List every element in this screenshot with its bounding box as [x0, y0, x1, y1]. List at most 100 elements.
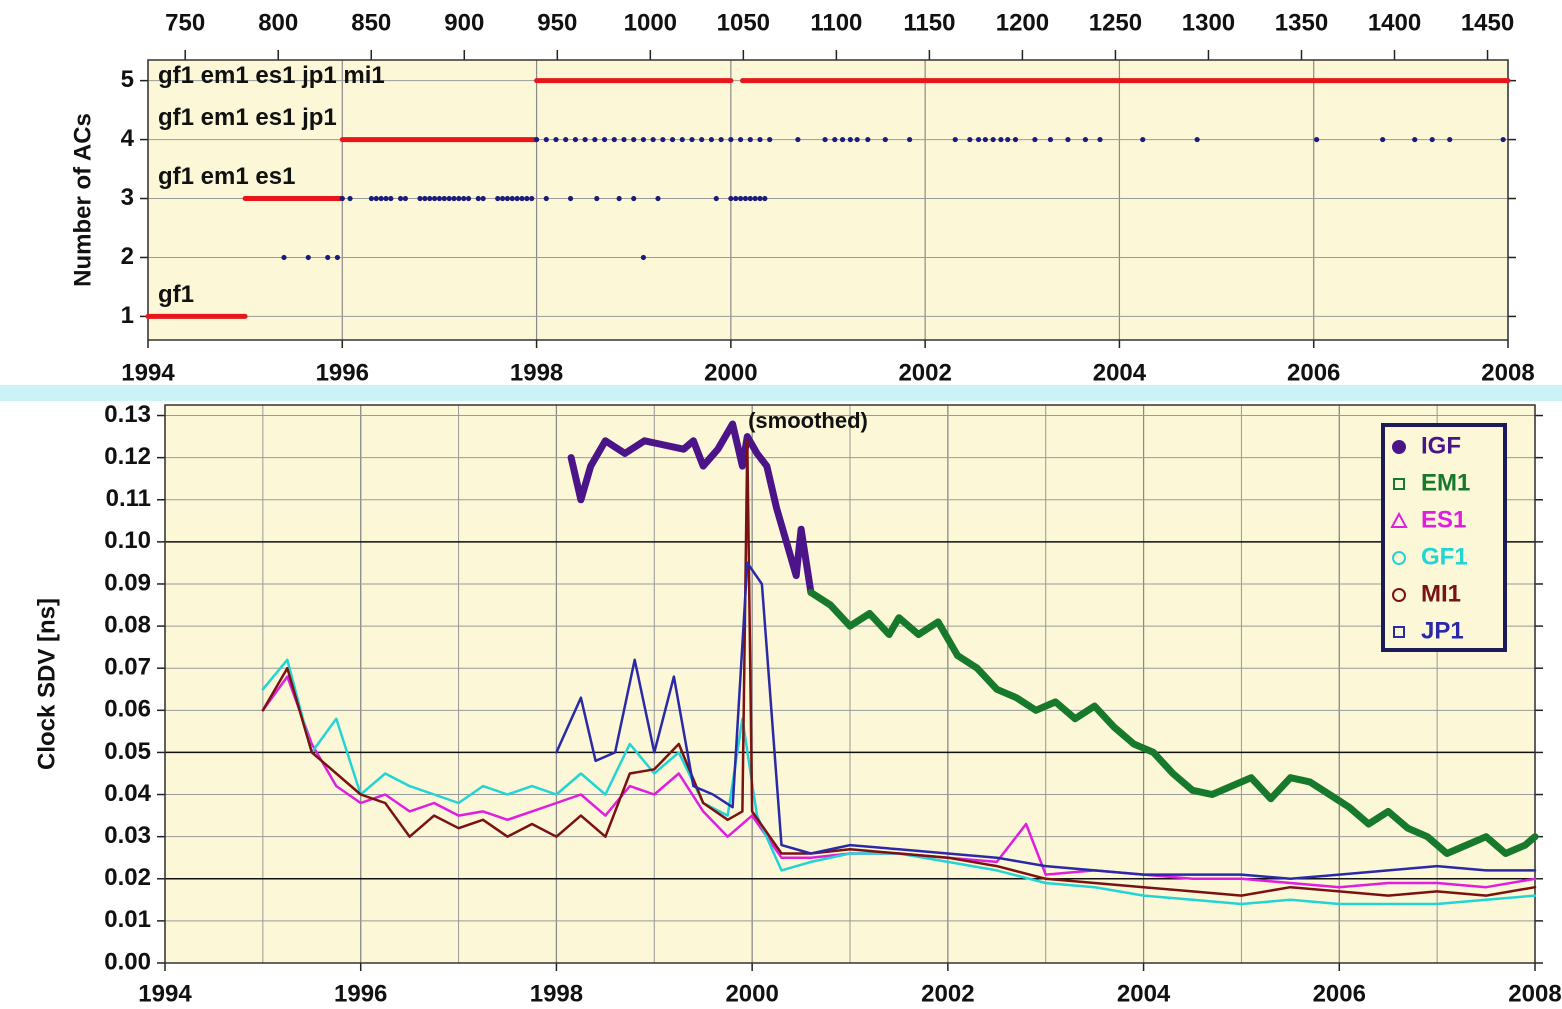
dot — [708, 136, 715, 143]
dot — [631, 195, 637, 202]
legend-label: GF1 — [1421, 543, 1468, 570]
dot — [402, 195, 409, 202]
dot — [737, 136, 744, 143]
dot — [699, 136, 705, 143]
x-tick-label: 2008 — [1481, 359, 1534, 386]
x-tick-label: 1996 — [334, 980, 387, 1007]
dot — [616, 195, 622, 202]
dot — [1314, 136, 1320, 143]
dot — [397, 195, 404, 202]
dot — [378, 195, 384, 202]
dot — [427, 195, 433, 202]
y-tick-label: 0.06 — [104, 696, 151, 723]
legend-label: ES1 — [1421, 506, 1466, 533]
dot — [990, 136, 996, 143]
dot — [373, 195, 379, 202]
dot — [325, 254, 331, 261]
x-tick-label: 1998 — [530, 980, 583, 1007]
dot — [1194, 136, 1200, 143]
dot — [519, 195, 525, 202]
x2-tick-label: 950 — [537, 9, 577, 36]
dot — [767, 136, 773, 143]
dot — [611, 136, 617, 143]
x-tick-label: 1998 — [510, 359, 563, 386]
legend-label: IGF — [1421, 432, 1461, 459]
dot — [952, 136, 958, 143]
x-tick-label: 2006 — [1313, 980, 1366, 1007]
y-axis-label: Number of ACs — [69, 113, 96, 287]
x-tick-label: 1994 — [121, 359, 175, 386]
x-tick-label: 2000 — [725, 980, 778, 1007]
dot — [563, 136, 569, 143]
legend-label: JP1 — [1421, 617, 1464, 644]
dot — [655, 195, 661, 202]
legend-box — [1381, 423, 1507, 652]
dot — [733, 195, 739, 202]
dot — [305, 254, 311, 261]
dot — [762, 195, 768, 202]
x-tick-label: 2002 — [898, 359, 951, 386]
dot — [847, 136, 853, 143]
dot — [865, 136, 871, 143]
dot — [461, 195, 467, 202]
dot — [713, 195, 719, 202]
legend-marker — [1393, 478, 1405, 490]
dot — [669, 136, 676, 143]
y-tick-label: 0.11 — [106, 485, 151, 512]
x-tick-label: 1994 — [138, 980, 192, 1007]
dot — [822, 136, 828, 143]
dot — [582, 136, 588, 143]
dot — [334, 254, 341, 261]
y-tick-label: 0.07 — [104, 654, 151, 681]
dot — [281, 254, 287, 261]
dot — [431, 195, 438, 202]
legend-label: EM1 — [1421, 469, 1470, 496]
dot — [499, 195, 506, 202]
dot — [383, 195, 389, 202]
y-tick-label: 0.00 — [104, 948, 151, 975]
x2-tick-label: 1050 — [717, 9, 770, 36]
x2-tick-label: 1200 — [996, 9, 1049, 36]
y-tick-label: 0.01 — [104, 906, 151, 933]
series-line — [567, 420, 815, 596]
dot — [998, 136, 1004, 143]
plot-frame — [147, 59, 1509, 341]
dot — [1140, 136, 1146, 143]
dot — [757, 195, 763, 202]
y-tick-label: 0.09 — [104, 569, 151, 596]
dot — [621, 136, 627, 143]
y-tick-label: 1 — [121, 302, 134, 329]
dot — [572, 136, 579, 143]
dot — [592, 136, 598, 143]
x2-tick-label: 750 — [165, 9, 205, 36]
dot — [456, 195, 462, 202]
x-tick-label: 2004 — [1093, 359, 1147, 386]
legend-marker — [1390, 511, 1408, 528]
plot-frame — [164, 404, 1536, 964]
dot — [1005, 136, 1011, 143]
y-tick-label: 4 — [121, 125, 135, 152]
dot — [475, 195, 481, 202]
y-tick-label: 0.10 — [104, 527, 151, 554]
dot — [543, 195, 549, 202]
y-tick-label: 5 — [121, 66, 134, 93]
dot — [533, 136, 540, 143]
dot — [1380, 136, 1386, 143]
dot — [747, 136, 753, 143]
y-tick-label: 2 — [121, 243, 134, 270]
series-line — [261, 658, 1537, 906]
y-tick-label: 3 — [121, 184, 134, 211]
dot — [417, 195, 423, 202]
dot — [982, 136, 988, 143]
dot — [650, 136, 656, 143]
y-tick-label: 0.12 — [104, 443, 151, 470]
series-line — [807, 588, 1539, 857]
dot — [495, 195, 501, 202]
y-tick-label: 0.13 — [104, 401, 151, 428]
dot — [752, 195, 758, 202]
x2-tick-label: 1300 — [1182, 9, 1235, 36]
dot — [1065, 136, 1071, 143]
dot — [737, 195, 744, 202]
dot — [1012, 136, 1019, 143]
